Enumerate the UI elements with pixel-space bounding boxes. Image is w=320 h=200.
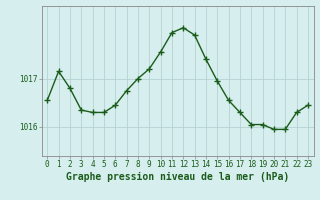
X-axis label: Graphe pression niveau de la mer (hPa): Graphe pression niveau de la mer (hPa) [66,172,289,182]
